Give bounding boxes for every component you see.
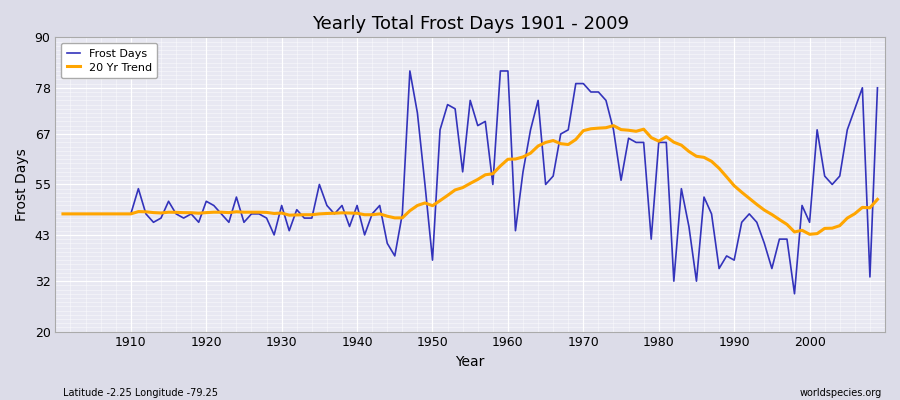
Text: worldspecies.org: worldspecies.org (800, 388, 882, 398)
20 Yr Trend (284, 213, 294, 218)
Frost Days (502, 68, 513, 73)
Frost Days (284, 228, 294, 233)
Legend: Frost Days, 20 Yr Trend: Frost Days, 20 Yr Trend (61, 43, 158, 78)
Frost Days (789, 291, 800, 296)
Frost Days (329, 212, 340, 216)
Text: Latitude -2.25 Longitude -79.25: Latitude -2.25 Longitude -79.25 (63, 388, 218, 398)
20 Yr Trend (805, 232, 815, 237)
Frost Days (510, 228, 521, 233)
Frost Days (118, 212, 129, 216)
Title: Yearly Total Frost Days 1901 - 2009: Yearly Total Frost Days 1901 - 2009 (311, 15, 629, 33)
Frost Days (58, 212, 68, 216)
Frost Days (404, 68, 415, 73)
Line: Frost Days: Frost Days (63, 71, 878, 294)
Frost Days (872, 85, 883, 90)
20 Yr Trend (118, 212, 129, 216)
20 Yr Trend (608, 123, 619, 128)
Frost Days (600, 98, 611, 103)
20 Yr Trend (502, 157, 513, 162)
Y-axis label: Frost Days: Frost Days (15, 148, 29, 221)
20 Yr Trend (593, 126, 604, 130)
20 Yr Trend (329, 211, 340, 216)
20 Yr Trend (495, 164, 506, 168)
X-axis label: Year: Year (455, 355, 485, 369)
20 Yr Trend (58, 212, 68, 216)
20 Yr Trend (872, 197, 883, 202)
Line: 20 Yr Trend: 20 Yr Trend (63, 126, 878, 234)
